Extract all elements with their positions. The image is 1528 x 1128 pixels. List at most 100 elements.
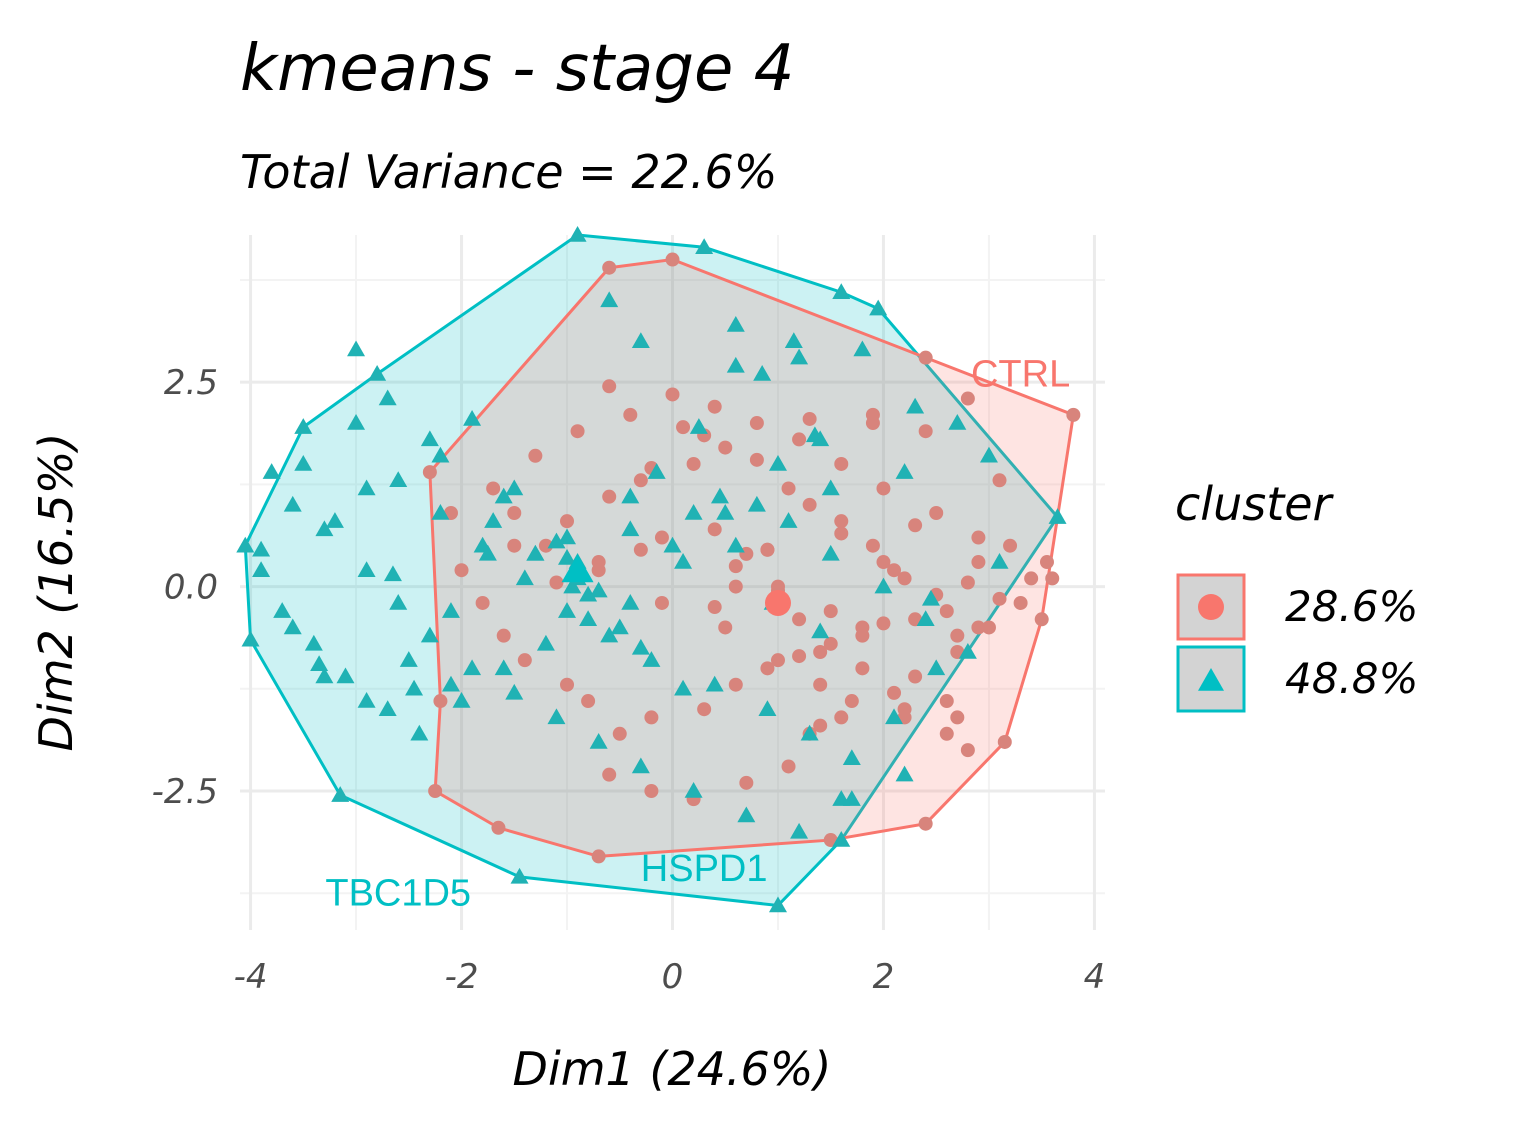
point-48-8	[252, 561, 271, 577]
x-tick-label: 4	[1084, 957, 1106, 997]
point-28-6	[491, 820, 506, 835]
point-48-8	[273, 602, 292, 618]
point-28-6	[792, 649, 807, 664]
point-48-8	[378, 700, 397, 716]
legend-label-28-6: 28.6%	[1285, 582, 1418, 631]
point-48-8	[768, 454, 787, 471]
point-48-8	[558, 602, 577, 618]
point-48-8	[684, 782, 703, 798]
point-48-8	[621, 487, 640, 504]
annotation-tbc1d5: TBC1D5	[325, 872, 471, 914]
point-48-8	[399, 651, 418, 667]
legend: cluster 28.6% 48.8%	[1175, 477, 1418, 713]
point-48-8	[347, 340, 366, 357]
x-tick-label: 2	[873, 957, 895, 997]
point-48-8	[895, 463, 914, 479]
axis-ticks: -4 -2 0 2 4 -2.5 0.0 2.5	[152, 363, 1106, 997]
point-28-6	[939, 726, 954, 741]
point-28-6	[813, 645, 828, 659]
point-48-8	[389, 593, 408, 610]
point-28-6	[633, 542, 648, 557]
point-48-8	[621, 593, 640, 610]
point-28-6	[686, 456, 701, 471]
point-48-8	[420, 430, 439, 447]
point-annotations: CTRL TBC1D5 HSPD1	[325, 353, 1070, 914]
point-28-6	[813, 718, 828, 733]
point-28-6	[865, 538, 880, 553]
x-tick-label: -2	[445, 957, 479, 997]
point-28-6	[770, 653, 785, 668]
point-48-8	[600, 291, 619, 308]
point-28-6	[591, 555, 606, 570]
point-28-6	[739, 775, 754, 790]
point-48-8	[958, 643, 977, 659]
point-48-8	[948, 414, 967, 430]
point-48-8	[315, 667, 334, 684]
point-28-6	[581, 694, 596, 709]
point-48-8	[768, 896, 787, 913]
point-48-8	[579, 610, 598, 627]
point-28-6	[823, 604, 838, 619]
point-48-8	[832, 831, 851, 847]
point-48-8	[378, 389, 397, 406]
point-28-6	[802, 411, 817, 426]
annotation-ctrl: CTRL	[971, 353, 1070, 395]
point-48-8	[805, 426, 824, 443]
cluster-centroids	[561, 554, 791, 616]
point-28-6	[865, 416, 880, 431]
point-48-8	[747, 495, 766, 512]
point-28-6	[792, 612, 807, 627]
point-48-8	[405, 679, 424, 696]
point-28-6	[676, 420, 691, 435]
point-48-8	[885, 708, 904, 725]
point-48-8	[753, 365, 772, 381]
legend-key-48-8	[1176, 645, 1246, 713]
point-28-6	[760, 542, 775, 557]
point-28-6	[644, 710, 659, 725]
point-28-6	[834, 456, 849, 471]
x-tick-label: -4	[234, 957, 268, 997]
point-28-6	[623, 407, 638, 422]
point-28-6	[728, 579, 743, 594]
centroid-48-8	[561, 554, 594, 583]
point-48-8	[494, 487, 513, 504]
legend-key-28-6	[1176, 573, 1246, 641]
point-48-8	[916, 610, 935, 627]
point-48-8	[642, 651, 661, 667]
point-28-6	[834, 514, 849, 529]
point-28-6	[496, 628, 511, 643]
point-48-8	[600, 626, 619, 643]
point-28-6	[612, 726, 627, 741]
point-48-8	[283, 495, 302, 512]
y-axis-title: Dim2 (16.5%)	[29, 433, 83, 752]
point-48-8	[558, 528, 577, 545]
point-28-6	[665, 252, 680, 267]
point-28-6	[602, 489, 617, 504]
point-28-6	[1066, 407, 1081, 422]
point-48-8	[368, 365, 387, 381]
point-48-8	[410, 724, 429, 741]
point-28-6	[665, 387, 680, 402]
plot-area: CTRL TBC1D5 HSPD1 -4 -2 0 2 4 -2.5 0.0 2.5	[152, 226, 1106, 997]
point-28-6	[528, 448, 543, 463]
point-48-8	[589, 581, 608, 598]
point-48-8	[336, 667, 355, 684]
point-28-6	[876, 616, 891, 631]
y-tick-label: 2.5	[164, 363, 218, 403]
legend-marker-28-6	[1198, 594, 1224, 620]
point-28-6	[971, 530, 986, 545]
point-48-8	[869, 299, 888, 316]
point-28-6	[707, 399, 722, 414]
point-48-8	[853, 340, 872, 357]
point-28-6	[697, 702, 712, 717]
point-28-6	[560, 514, 575, 529]
point-48-8	[357, 692, 376, 708]
point-28-6	[433, 694, 448, 709]
point-28-6	[992, 591, 1007, 606]
point-48-8	[684, 504, 703, 520]
point-28-6	[950, 628, 965, 643]
point-28-6	[960, 575, 975, 590]
point-48-8	[357, 479, 376, 496]
point-48-8	[716, 504, 735, 520]
annotation-hspd1: HSPD1	[641, 848, 768, 890]
